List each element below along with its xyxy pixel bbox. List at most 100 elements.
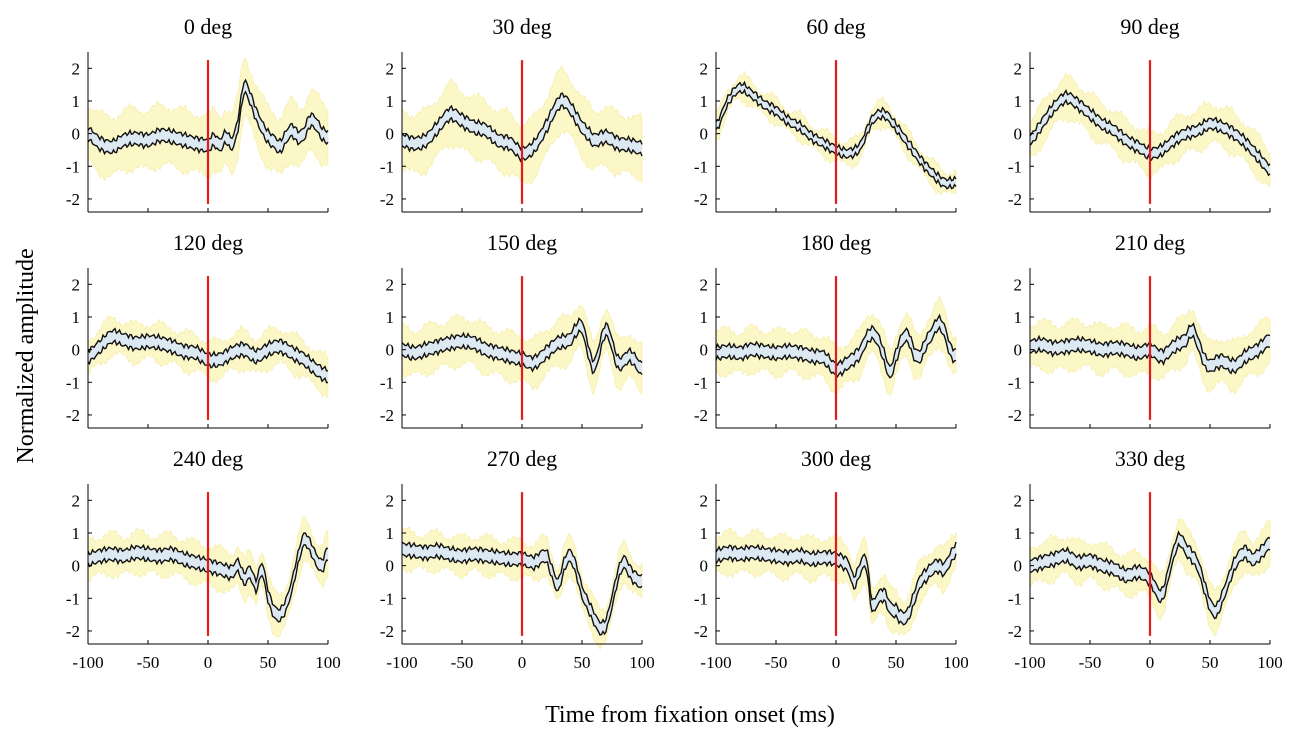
y-tick-label: -1: [1008, 589, 1022, 608]
y-tick-label: 0: [72, 341, 81, 360]
y-tick-label: -2: [380, 406, 394, 425]
y-tick-label: -1: [694, 157, 708, 176]
y-tick-label: -1: [380, 589, 394, 608]
y-tick-label: 2: [386, 275, 395, 294]
x-tick-label: -50: [451, 653, 474, 672]
y-tick-label: 1: [386, 92, 395, 111]
panel-title: 270 deg: [487, 446, 557, 471]
panel-title: 240 deg: [173, 446, 243, 471]
x-tick-label: 50: [574, 653, 591, 672]
y-tick-label: 0: [386, 341, 395, 360]
y-tick-label: 2: [386, 491, 395, 510]
panel-title: 120 deg: [173, 230, 243, 255]
y-tick-label: 2: [1014, 59, 1023, 78]
x-tick-label: 0: [518, 653, 527, 672]
y-tick-label: 2: [1014, 491, 1023, 510]
y-tick-label: 0: [386, 125, 395, 144]
y-tick-label: 1: [72, 524, 81, 543]
x-tick-label: 100: [1257, 653, 1283, 672]
sd-band: [715, 70, 957, 196]
panel-title: 0 deg: [184, 14, 232, 39]
panel-2: 2 1 0 -1 -2 60 deg: [694, 14, 957, 213]
y-tick-label: 2: [72, 491, 81, 510]
x-tick-label: -100: [700, 653, 731, 672]
x-tick-label: -50: [137, 653, 160, 672]
x-tick-label: -100: [72, 653, 103, 672]
y-tick-label: -2: [1008, 406, 1022, 425]
y-tick-label: 0: [1014, 341, 1023, 360]
x-tick-label: -100: [386, 653, 417, 672]
y-tick-label: 2: [72, 59, 81, 78]
y-tick-label: -1: [380, 373, 394, 392]
panel-title: 90 deg: [1120, 14, 1179, 39]
y-tick-label: 2: [1014, 275, 1023, 294]
y-tick-label: 0: [72, 125, 81, 144]
y-tick-label: 0: [386, 557, 395, 576]
y-tick-label: 0: [700, 557, 709, 576]
panel-1: 2 1 0 -1 -2 30 deg: [380, 14, 643, 213]
panel-title: 180 deg: [801, 230, 871, 255]
x-tick-label: 0: [204, 653, 213, 672]
y-tick-label: 2: [700, 275, 709, 294]
y-tick-label: 1: [1014, 524, 1023, 543]
x-tick-label: 100: [943, 653, 969, 672]
x-tick-label: 50: [260, 653, 277, 672]
y-tick-label: 1: [700, 308, 709, 327]
panel-11: 2 1 0 -1 -2 -100 -50 0 50 100 330 deg: [1008, 446, 1283, 672]
y-tick-label: -2: [66, 190, 80, 209]
y-tick-label: -2: [694, 190, 708, 209]
y-tick-label: 0: [700, 125, 709, 144]
y-tick-label: 1: [72, 308, 81, 327]
y-tick-label: 1: [700, 524, 709, 543]
y-tick-label: -2: [380, 190, 394, 209]
sem-band: [716, 82, 956, 189]
x-tick-label: 0: [832, 653, 841, 672]
panel-title: 300 deg: [801, 446, 871, 471]
panel-5: 2 1 0 -1 -2 150 deg: [380, 230, 643, 429]
y-tick-label: 1: [1014, 308, 1023, 327]
panel-title: 210 deg: [1115, 230, 1185, 255]
y-tick-label: 1: [1014, 92, 1023, 111]
panel-title: 30 deg: [492, 14, 551, 39]
x-tick-label: 100: [315, 653, 341, 672]
y-tick-label: -1: [66, 157, 80, 176]
panel-4: 2 1 0 -1 -2 120 deg: [66, 230, 329, 429]
y-axis-label: Normalized amplitude: [13, 248, 39, 463]
y-tick-label: 0: [700, 341, 709, 360]
x-tick-label: -50: [765, 653, 788, 672]
y-tick-label: 0: [72, 557, 81, 576]
y-tick-label: -2: [694, 406, 708, 425]
panel-0: 2 1 0 -1 -2 0 deg: [66, 14, 329, 213]
panel-title: 150 deg: [487, 230, 557, 255]
y-tick-label: -1: [1008, 157, 1022, 176]
panel-3: 2 1 0 -1 -2 90 deg: [1008, 14, 1271, 213]
y-tick-label: 1: [72, 92, 81, 111]
y-tick-label: -2: [66, 406, 80, 425]
y-tick-label: -1: [1008, 373, 1022, 392]
x-tick-label: -100: [1014, 653, 1045, 672]
panel-7: 2 1 0 -1 -2 210 deg: [1008, 230, 1271, 429]
y-tick-label: 1: [700, 92, 709, 111]
y-tick-label: -1: [694, 373, 708, 392]
y-tick-label: 2: [72, 275, 81, 294]
x-tick-label: 50: [888, 653, 905, 672]
y-tick-label: -1: [694, 589, 708, 608]
y-tick-label: 0: [1014, 557, 1023, 576]
x-tick-label: 50: [1202, 653, 1219, 672]
x-tick-label: 100: [629, 653, 655, 672]
y-tick-label: -2: [380, 622, 394, 641]
y-tick-label: -2: [694, 622, 708, 641]
y-tick-label: 1: [386, 308, 395, 327]
y-tick-label: 0: [1014, 125, 1023, 144]
y-tick-label: -2: [66, 622, 80, 641]
sem-band: [1030, 90, 1270, 176]
panel-10: 2 1 0 -1 -2 -100 -50 0 50 100 300 deg: [694, 446, 969, 672]
sd-band: [1029, 71, 1271, 187]
y-tick-label: 1: [386, 524, 395, 543]
y-tick-label: -2: [1008, 190, 1022, 209]
panel-9: 2 1 0 -1 -2 -100 -50 0 50 100 270 deg: [380, 446, 655, 672]
panel-8: 2 1 0 -1 -2 -100 -50 0 50 100 240 deg: [66, 446, 341, 672]
y-tick-label: -2: [1008, 622, 1022, 641]
